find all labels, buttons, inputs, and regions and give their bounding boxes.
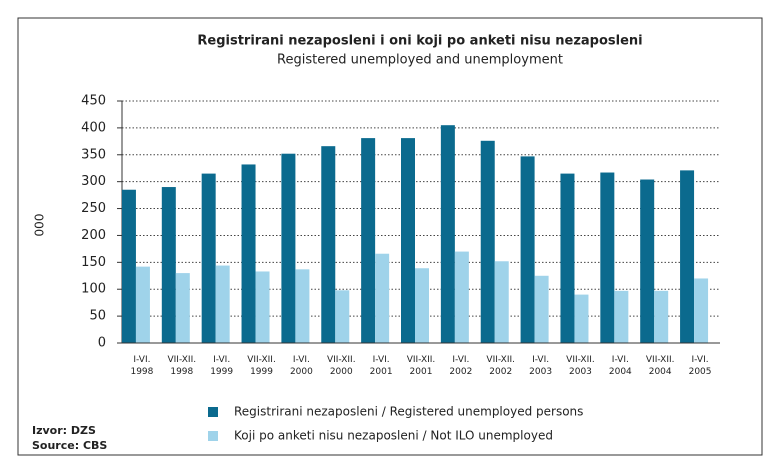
bar xyxy=(614,290,629,343)
y-tick-label: 0 xyxy=(98,336,106,351)
bar xyxy=(401,138,415,343)
bar xyxy=(520,156,535,343)
y-tick-label: 250 xyxy=(81,201,106,216)
x-tick-label: I-VI. 2004 xyxy=(609,355,632,377)
x-tick-label: I-VI. 2001 xyxy=(370,355,393,377)
chart-subtitle: Registered unemployed and unemployment xyxy=(277,53,563,68)
x-tick-label: I-VI. 2000 xyxy=(290,355,313,377)
bar xyxy=(295,269,310,343)
y-tick-label: 300 xyxy=(81,174,106,189)
bar xyxy=(680,170,695,343)
bar xyxy=(281,153,296,343)
y-axis-label: 000 xyxy=(33,214,47,237)
bar xyxy=(534,275,549,343)
bar xyxy=(415,268,429,343)
bar xyxy=(480,140,495,343)
bar xyxy=(375,253,390,343)
bar xyxy=(135,266,150,343)
x-tick-label: I-VI. 2005 xyxy=(689,355,712,377)
x-tick-label: VII-XII. 2004 xyxy=(646,355,675,377)
y-tick-label: 100 xyxy=(81,282,106,297)
source: Source: CBS xyxy=(32,439,107,452)
bar xyxy=(161,187,176,343)
bar xyxy=(574,294,589,343)
bar xyxy=(241,164,256,343)
x-tick-label: I-VI. 2003 xyxy=(529,355,552,377)
bar xyxy=(121,189,136,343)
bar xyxy=(440,125,455,343)
bar xyxy=(335,290,350,343)
chart-title: Registrirani nezaposleni i oni koji po a… xyxy=(197,34,642,49)
legend-label: Registrirani nezaposleni / Registered un… xyxy=(234,405,583,419)
bar xyxy=(321,146,336,343)
bar xyxy=(694,278,709,343)
bar xyxy=(560,173,575,343)
frame xyxy=(17,17,763,456)
legend-swatch xyxy=(208,407,218,417)
y-tick-label: 450 xyxy=(81,94,106,109)
bar xyxy=(640,179,655,343)
bar xyxy=(215,265,230,343)
x-tick-label: VII-XII. 1999 xyxy=(247,355,276,377)
bar xyxy=(494,261,509,343)
x-tick-label: VII-XII. 2003 xyxy=(566,355,595,377)
bar xyxy=(654,290,669,343)
x-tick-label: VII-XII. 2000 xyxy=(327,355,356,377)
bar xyxy=(600,172,615,343)
y-tick-label: 150 xyxy=(81,255,106,270)
x-tick-label: VII-XII. 2002 xyxy=(486,355,515,377)
x-tick-label: I-VI. 1998 xyxy=(130,355,153,377)
legend-swatch xyxy=(208,431,218,441)
x-tick-label: I-VI. 2002 xyxy=(449,355,472,377)
y-tick-label: 350 xyxy=(81,147,106,162)
legend-label: Koji po anketi nisu nezaposleni / Not IL… xyxy=(234,429,553,443)
bar xyxy=(361,138,376,343)
y-tick-label: 200 xyxy=(81,228,106,243)
y-tick-label: 50 xyxy=(89,309,106,324)
x-tick-label: VII-XII. 2001 xyxy=(407,355,436,377)
source: Izvor: DZS xyxy=(32,424,96,437)
bar xyxy=(454,251,469,343)
bar xyxy=(201,173,216,343)
x-tick-label: I-VI. 1999 xyxy=(210,355,233,377)
y-tick-label: 400 xyxy=(81,120,106,135)
x-tick-label: VII-XII. 1998 xyxy=(167,355,196,377)
bar xyxy=(255,271,270,343)
bar xyxy=(175,273,190,343)
